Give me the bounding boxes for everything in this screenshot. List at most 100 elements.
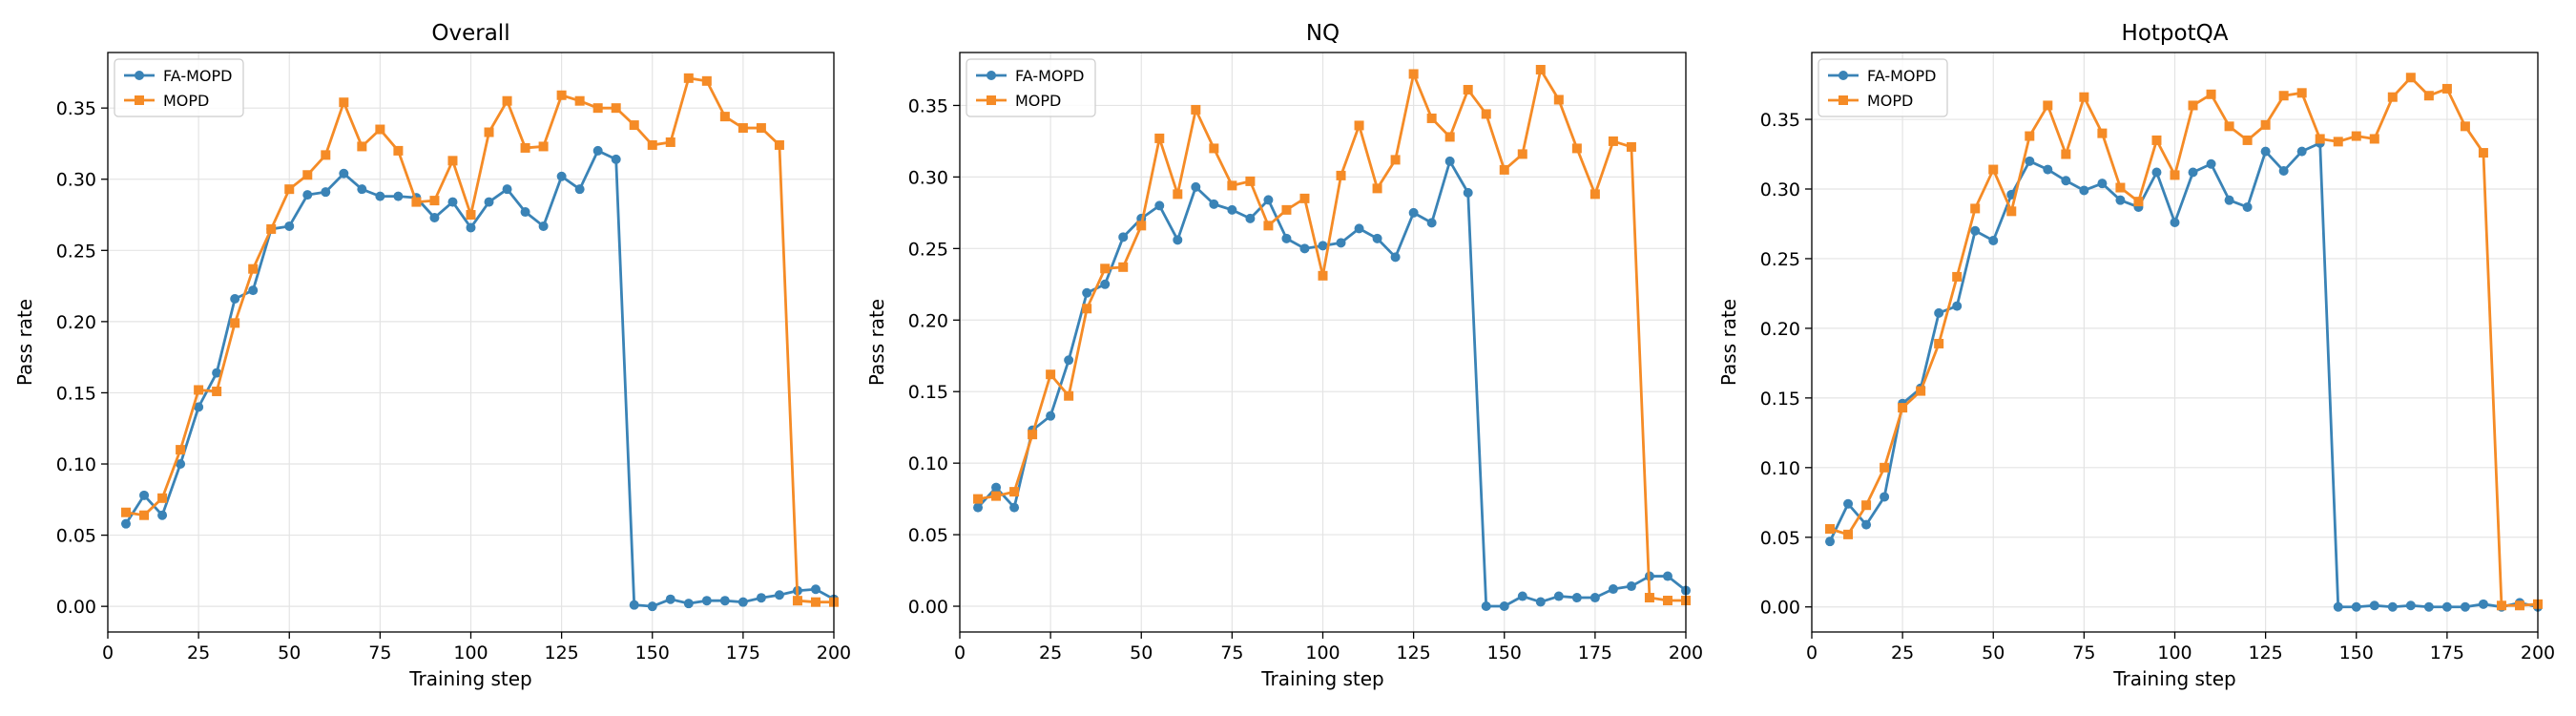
data-point (2405, 73, 2416, 83)
data-point (2351, 131, 2361, 141)
data-point (466, 210, 476, 221)
chart-panel: 0 25 50 75 100 125 150 175 200 0.00 0.05 0.10 0.15 0.… (13, 21, 851, 690)
data-point (2170, 218, 2180, 228)
data-point (2460, 601, 2470, 612)
axes-frame (107, 52, 835, 633)
data-point (1952, 271, 1963, 282)
data-point (1463, 84, 1473, 95)
data-point (157, 510, 168, 520)
data-point (2441, 83, 2452, 94)
data-point (1245, 213, 1256, 223)
data-point (1426, 113, 1437, 123)
x-tick-label: 75 (2072, 642, 2095, 663)
data-point (2188, 167, 2198, 178)
data-point (1589, 593, 1600, 603)
data-point (2423, 601, 2434, 612)
data-point (756, 123, 766, 134)
x-tick-label: 0 (1806, 642, 1818, 663)
data-point (1372, 233, 1382, 243)
data-point (2296, 146, 2307, 157)
data-point (1336, 238, 1346, 248)
y-tick-label: 0.25 (908, 239, 948, 260)
data-point (157, 493, 168, 503)
x-tick-label: 100 (453, 642, 488, 663)
data-point (1154, 200, 1165, 211)
x-tick-label: 50 (1982, 642, 2005, 663)
x-tick-label: 175 (1578, 642, 1612, 663)
data-point (230, 318, 240, 328)
y-tick-label: 0.15 (1760, 389, 1800, 410)
data-point (520, 207, 530, 218)
data-point (2188, 100, 2198, 111)
data-point (230, 294, 240, 305)
y-axis-label: Pass rate (13, 299, 36, 386)
legend-label: MOPD (1867, 92, 1913, 110)
data-point (2061, 176, 2071, 186)
data-point (2333, 601, 2343, 612)
data-point (1154, 133, 1165, 143)
data-point (647, 601, 657, 612)
x-tick-label: 150 (1487, 642, 1522, 663)
data-point (1408, 207, 1419, 218)
data-point (973, 502, 984, 513)
data-point (1934, 307, 1944, 318)
data-point (1825, 524, 1836, 535)
y-tick-label: 0.25 (56, 241, 96, 262)
data-point (1970, 225, 1981, 236)
data-point (2079, 92, 2089, 102)
data-point (1608, 584, 1618, 595)
data-point (357, 141, 367, 152)
data-point (484, 127, 494, 137)
data-point (1880, 492, 1890, 502)
data-point (284, 221, 295, 231)
y-tick-label: 0.20 (1760, 319, 1800, 340)
y-tick-label: 0.10 (1760, 458, 1800, 479)
data-point (2206, 158, 2216, 169)
data-point (2133, 197, 2144, 207)
data-point (2460, 121, 2470, 132)
data-point (139, 510, 150, 520)
data-point (429, 196, 440, 206)
data-point (1535, 597, 1546, 607)
data-point (538, 141, 549, 152)
data-point (1880, 462, 1890, 473)
data-point (1064, 390, 1074, 401)
data-point (574, 95, 585, 106)
y-axis-label: Pass rate (865, 299, 888, 386)
data-point (629, 120, 639, 131)
data-point (1227, 180, 1237, 191)
legend: FA-MOPD MOPD (114, 58, 244, 117)
legend-label: FA-MOPD (1015, 67, 1084, 85)
data-point (1281, 204, 1292, 215)
y-tick-label: 0.00 (1760, 598, 1800, 619)
data-point (2387, 92, 2398, 102)
data-point (411, 197, 422, 207)
y-tick-label: 0.05 (908, 525, 948, 546)
axes-frame (959, 52, 1687, 633)
y-tick-label: 0.15 (908, 382, 948, 403)
data-point (1444, 156, 1455, 166)
data-point (1861, 519, 1872, 530)
data-point (1100, 279, 1111, 289)
data-point (429, 213, 440, 223)
legend-label: MOPD (163, 92, 209, 110)
y-tick-label: 0.20 (908, 310, 948, 331)
data-point (1245, 176, 1256, 186)
data-point (774, 590, 784, 600)
data-point (1009, 502, 1020, 513)
data-point (2278, 91, 2289, 101)
x-axis-label: Training step (408, 667, 532, 690)
data-point (1173, 235, 1183, 245)
data-point (1825, 537, 1836, 547)
data-point (248, 263, 259, 274)
data-point (2441, 601, 2452, 612)
x-tick-label: 100 (1305, 642, 1340, 663)
data-point (665, 137, 675, 147)
data-point (1626, 141, 1636, 152)
legend: FA-MOPD MOPD (966, 58, 1096, 117)
data-point (2206, 89, 2216, 99)
data-point (774, 139, 784, 150)
data-point (2043, 100, 2053, 111)
data-point (393, 145, 404, 156)
x-tick-label: 75 (1220, 642, 1243, 663)
